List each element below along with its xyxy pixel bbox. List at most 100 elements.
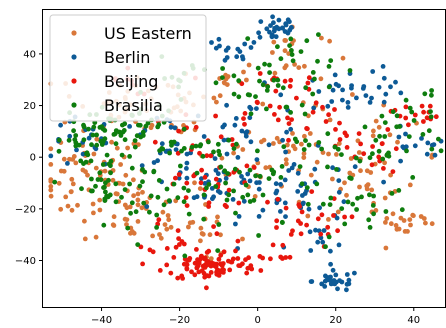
- data-point: [354, 207, 359, 212]
- data-point: [202, 181, 208, 186]
- data-point: [73, 143, 79, 149]
- data-point: [190, 219, 196, 225]
- data-point: [288, 36, 294, 42]
- data-point: [181, 185, 187, 191]
- data-point: [407, 182, 413, 188]
- data-point: [214, 99, 219, 105]
- data-point: [275, 196, 281, 202]
- data-point: [316, 89, 322, 94]
- data-point: [154, 225, 160, 230]
- data-point: [345, 199, 351, 205]
- data-point: [215, 248, 221, 254]
- data-point: [334, 215, 340, 221]
- data-point: [236, 78, 242, 84]
- data-point: [283, 255, 289, 260]
- data-point: [330, 165, 335, 171]
- data-point: [122, 187, 128, 193]
- data-point: [306, 142, 312, 148]
- data-point: [176, 236, 182, 242]
- data-point: [247, 199, 253, 204]
- data-point: [48, 146, 54, 152]
- data-point: [297, 164, 303, 170]
- data-point: [303, 138, 308, 144]
- data-point: [86, 135, 92, 141]
- legend: US Eastern Berlin Beijing Brasilia: [49, 14, 207, 122]
- data-point: [157, 148, 163, 154]
- data-point: [199, 176, 204, 182]
- data-point: [140, 261, 146, 267]
- data-point: [222, 202, 228, 208]
- data-point: [245, 192, 251, 198]
- data-point: [280, 137, 285, 143]
- legend-item: Beijing: [71, 72, 158, 91]
- data-point: [243, 130, 249, 136]
- data-point: [132, 138, 138, 144]
- data-point: [335, 228, 340, 234]
- data-point: [216, 36, 222, 42]
- data-point: [161, 202, 167, 208]
- data-point: [308, 172, 314, 178]
- data-point: [97, 170, 103, 176]
- data-point: [128, 210, 134, 216]
- data-point: [367, 225, 373, 230]
- data-point: [325, 275, 331, 280]
- data-point: [168, 270, 174, 276]
- data-point: [220, 75, 225, 80]
- legend-item: Brasilia: [71, 96, 163, 115]
- data-point: [140, 167, 145, 172]
- data-point: [235, 155, 241, 160]
- data-point: [212, 156, 218, 162]
- data-point: [353, 155, 359, 161]
- data-point: [379, 141, 385, 147]
- data-point: [131, 193, 137, 199]
- data-point: [330, 176, 335, 182]
- data-point: [288, 126, 294, 132]
- data-point: [420, 132, 426, 137]
- data-point: [102, 127, 108, 133]
- data-point: [214, 271, 220, 277]
- data-point: [70, 157, 76, 162]
- data-point: [286, 121, 292, 126]
- data-point: [225, 45, 231, 51]
- data-point: [282, 78, 288, 84]
- data-point: [367, 192, 372, 198]
- data-point: [242, 41, 248, 47]
- data-point: [334, 167, 339, 172]
- data-point: [102, 136, 108, 142]
- data-point: [220, 66, 226, 71]
- data-point: [264, 26, 270, 32]
- data-point: [274, 135, 280, 141]
- data-point: [137, 183, 143, 189]
- data-point: [302, 111, 308, 117]
- data-point: [193, 143, 199, 149]
- data-point: [270, 242, 276, 248]
- data-point: [156, 178, 162, 183]
- data-point: [298, 231, 304, 237]
- data-point: [144, 204, 150, 210]
- data-point: [216, 222, 222, 227]
- data-point: [237, 169, 242, 175]
- data-point: [218, 252, 224, 258]
- data-point: [131, 230, 137, 236]
- data-point: [184, 160, 190, 166]
- data-point: [429, 146, 435, 152]
- data-point: [330, 267, 336, 273]
- data-point: [309, 189, 315, 195]
- data-point: [268, 256, 273, 262]
- data-point: [322, 278, 328, 284]
- data-point: [299, 181, 305, 187]
- data-point: [282, 177, 288, 183]
- data-point: [208, 270, 214, 275]
- data-point: [224, 102, 230, 108]
- data-point: [85, 172, 90, 178]
- data-point: [301, 200, 306, 206]
- data-point: [283, 205, 289, 211]
- data-point: [101, 222, 107, 228]
- data-point: [397, 124, 402, 129]
- data-point: [429, 88, 434, 93]
- data-point: [273, 88, 279, 94]
- data-point: [197, 257, 203, 262]
- data-point: [202, 174, 208, 180]
- data-point: [424, 151, 430, 157]
- data-point: [206, 200, 212, 206]
